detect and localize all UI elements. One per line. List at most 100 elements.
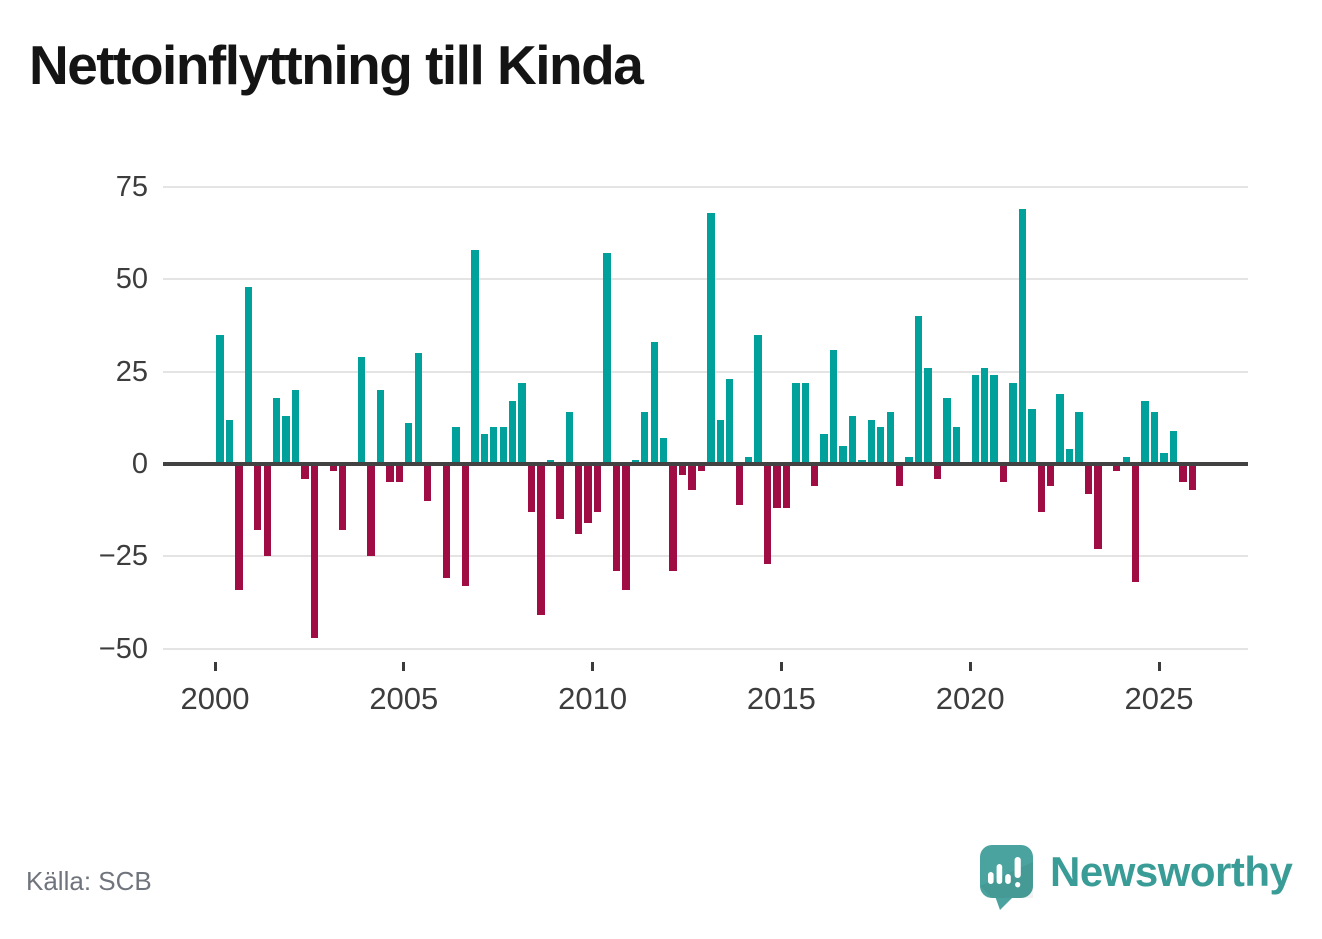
bar-2007Q3 xyxy=(499,427,507,464)
bar-2001Q4 xyxy=(282,415,290,464)
bar-2019Q3 xyxy=(952,427,960,464)
bar-2021Q4 xyxy=(1037,464,1045,512)
x-tick-2015 xyxy=(779,662,783,671)
bar-2020Q3 xyxy=(990,375,998,464)
bar-2009Q2 xyxy=(565,412,573,464)
bar-2008Q3 xyxy=(537,464,545,616)
bar-2009Q1 xyxy=(556,464,564,520)
y-axis-label-75: 75 xyxy=(115,171,148,204)
bar-2002Q3 xyxy=(310,464,319,638)
bar-2002Q2 xyxy=(301,464,309,479)
bar-2007Q1 xyxy=(480,434,488,464)
bar-2000Q1 xyxy=(216,334,224,464)
bar-2015Q4 xyxy=(811,464,819,487)
bar-2020Q1 xyxy=(971,375,979,464)
bar-2017Q2 xyxy=(867,419,876,464)
bar-2008Q2 xyxy=(527,464,536,512)
bar-2014Q3 xyxy=(763,464,772,564)
newsworthy-speech-bubble-chart-icon xyxy=(980,845,1033,910)
y-axis-label--50: −50 xyxy=(98,632,148,665)
bar-2001Q3 xyxy=(272,397,281,464)
bar-2006Q2 xyxy=(452,427,460,464)
x-axis-label-2015: 2015 xyxy=(746,681,816,716)
bar-2010Q3 xyxy=(612,464,621,572)
y-axis-label-50: 50 xyxy=(115,263,148,296)
bar-2024Q4 xyxy=(1150,412,1159,464)
bar-2021Q3 xyxy=(1028,408,1036,464)
bar-2004Q1 xyxy=(367,464,375,557)
gridline-50 xyxy=(163,278,1248,281)
y-axis-label-25: 25 xyxy=(115,355,148,388)
bar-2021Q1 xyxy=(1009,382,1017,464)
bar-2023Q1 xyxy=(1084,464,1093,494)
bar-2011Q2 xyxy=(641,412,649,464)
bar-2019Q2 xyxy=(943,397,951,464)
bar-2006Q1 xyxy=(442,464,451,579)
bar-2013Q2 xyxy=(716,419,724,464)
bar-2024Q2 xyxy=(1131,464,1140,583)
bar-2016Q4 xyxy=(848,415,857,464)
bar-2006Q4 xyxy=(471,249,479,464)
bar-2010Q4 xyxy=(622,464,630,590)
bar-2017Q3 xyxy=(877,427,885,464)
x-axis-label-2000: 2000 xyxy=(180,681,250,716)
bar-2014Q4 xyxy=(773,464,781,509)
bar-2013Q1 xyxy=(707,212,715,464)
bar-2025Q3 xyxy=(1179,464,1187,483)
bar-2013Q3 xyxy=(726,379,734,464)
gridline-75 xyxy=(163,186,1248,189)
bar-2014Q1 xyxy=(744,456,753,464)
bar-2024Q3 xyxy=(1141,401,1149,464)
bar-2015Q2 xyxy=(792,382,800,464)
bar-2019Q1 xyxy=(933,464,942,479)
x-axis-line xyxy=(163,462,1248,466)
bar-2014Q2 xyxy=(754,334,762,464)
x-axis-label-2025: 2025 xyxy=(1124,681,1194,716)
bar-2015Q3 xyxy=(801,382,809,464)
bar-2012Q4 xyxy=(697,464,706,472)
bar-2016Q2 xyxy=(829,349,838,464)
bar-2023Q2 xyxy=(1094,464,1102,549)
x-axis-label-2010: 2010 xyxy=(558,681,628,716)
bar-2003Q1 xyxy=(329,464,337,472)
bar-2012Q3 xyxy=(688,464,696,490)
bar-2005Q1 xyxy=(405,423,413,464)
chart-area: 75 50 25 0 −25 −50 2000 2005 2010 2015 2020 2025 xyxy=(98,171,1248,716)
bar-2004Q2 xyxy=(376,390,385,464)
bar-2023Q4 xyxy=(1113,464,1121,472)
brand-wordmark: Newsworthy xyxy=(1050,848,1293,895)
bar-2004Q3 xyxy=(386,464,394,483)
source-note: Källa: SCB xyxy=(26,866,152,896)
bar-2003Q2 xyxy=(339,464,347,531)
bar-2020Q2 xyxy=(980,367,989,464)
bar-2013Q4 xyxy=(735,464,743,505)
gridline--25 xyxy=(163,555,1248,558)
bar-2006Q3 xyxy=(461,464,470,586)
bar-2016Q1 xyxy=(820,434,828,464)
bar-2004Q4 xyxy=(395,464,404,483)
bar-2012Q1 xyxy=(669,464,677,572)
bar-2017Q4 xyxy=(886,412,894,464)
bar-2022Q1 xyxy=(1047,464,1055,487)
newsworthy-logo: Newsworthy xyxy=(980,845,1293,911)
gridline-25 xyxy=(163,370,1248,373)
bar-2011Q3 xyxy=(650,342,658,464)
bar-2015Q1 xyxy=(782,464,791,509)
bar-2011Q4 xyxy=(659,438,668,464)
bar-2005Q2 xyxy=(414,353,422,464)
bar-2007Q2 xyxy=(490,427,498,464)
bar-2010Q1 xyxy=(593,464,602,512)
bar-2000Q2 xyxy=(225,419,234,464)
bar-2010Q2 xyxy=(603,253,611,464)
bar-2001Q1 xyxy=(254,464,262,531)
bar-2018Q1 xyxy=(895,464,904,487)
bar-2008Q1 xyxy=(518,382,526,464)
bar-2022Q4 xyxy=(1075,412,1083,464)
bar-2025Q1 xyxy=(1160,452,1168,464)
bar-2024Q1 xyxy=(1122,456,1130,464)
bar-2001Q2 xyxy=(263,464,271,557)
bar-2002Q1 xyxy=(291,390,300,464)
bar-2021Q2 xyxy=(1018,209,1027,464)
x-axis-label-2020: 2020 xyxy=(935,681,1005,716)
